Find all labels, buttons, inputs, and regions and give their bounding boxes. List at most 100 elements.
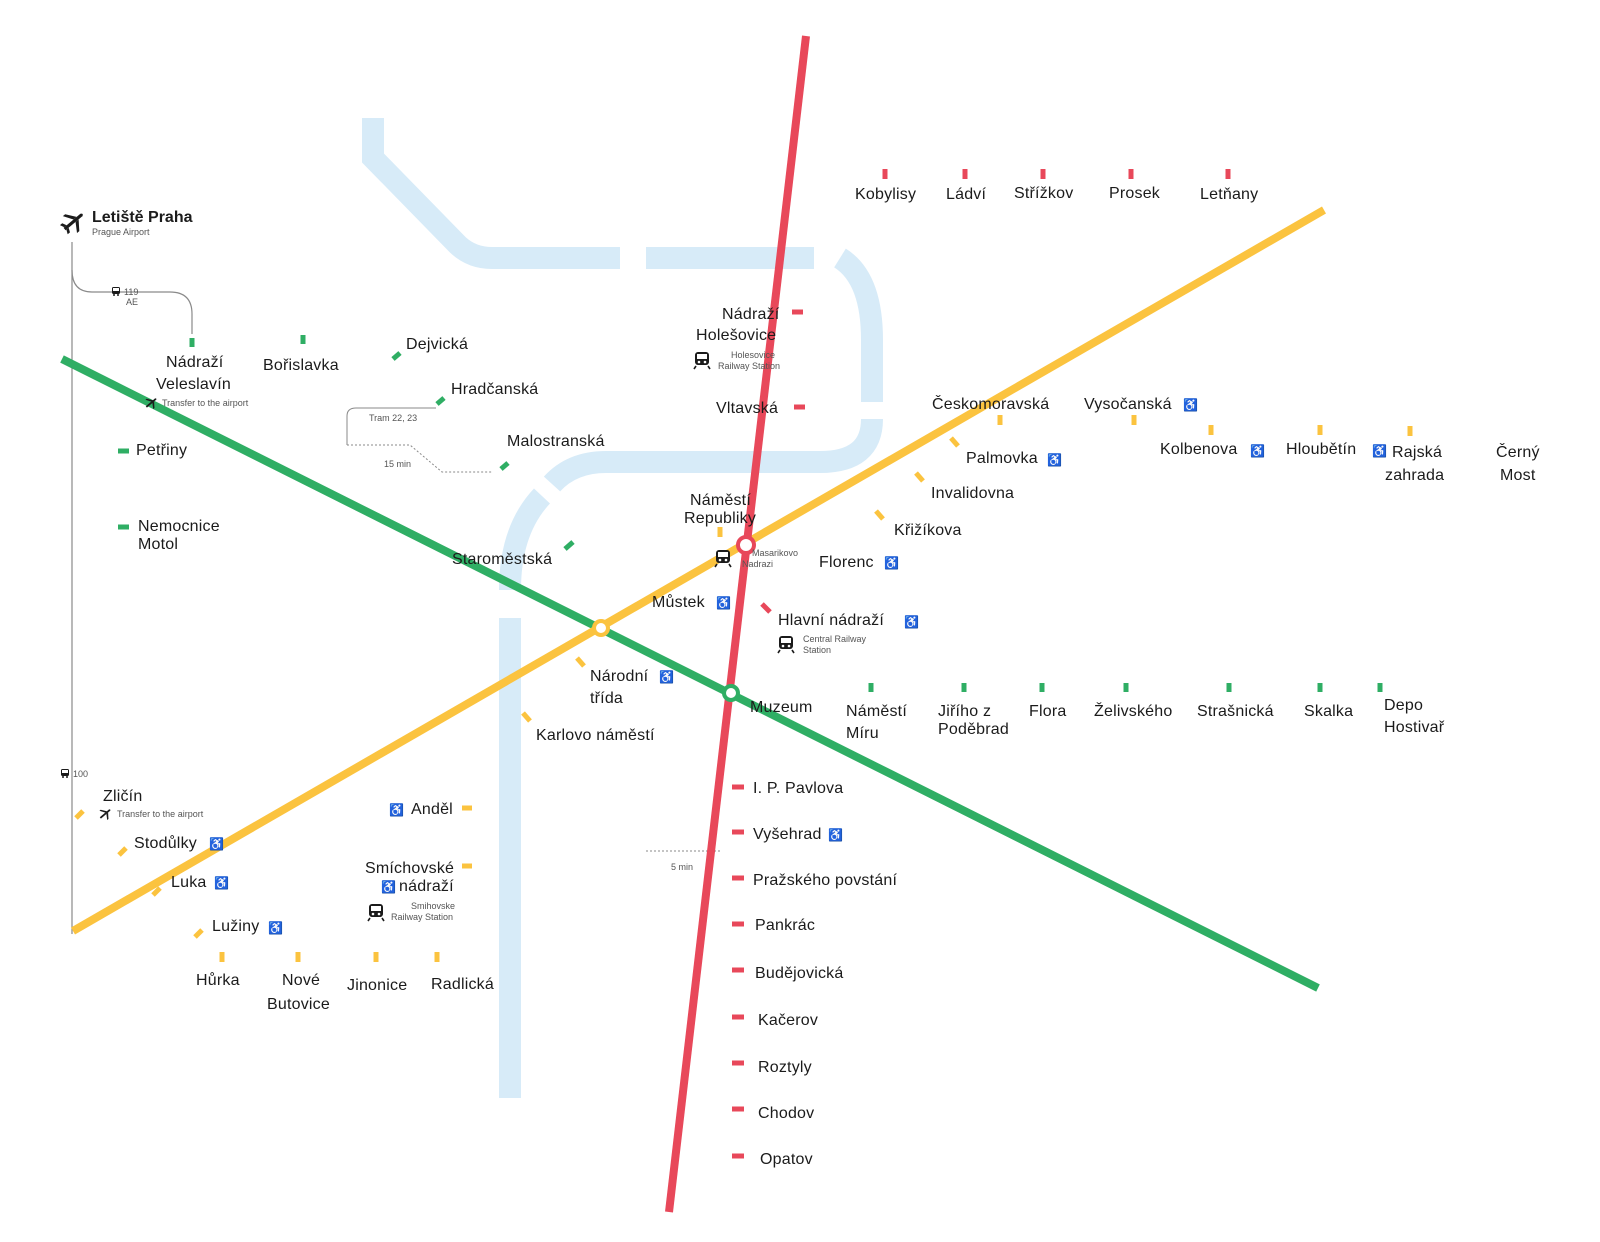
station-krizikova[interactable]: Křižíkova xyxy=(894,522,962,539)
walk-15-min-label: 15 min xyxy=(384,459,411,469)
station-borislavka[interactable]: Bořislavka xyxy=(263,357,339,374)
station-pankrac[interactable]: Pankrác xyxy=(755,917,815,934)
station-ladvi[interactable]: Ládví xyxy=(946,186,986,203)
station-depo-hostivar[interactable]: Depo Hostivař xyxy=(1384,697,1445,736)
station-tick-malostranska[interactable] xyxy=(499,461,510,471)
transfer-mustek[interactable] xyxy=(592,619,610,637)
station-tick-invalidovna[interactable] xyxy=(914,471,925,483)
station-prazskeho-povstani[interactable]: Pražského povstání xyxy=(753,872,897,889)
access-luziny: ♿ xyxy=(268,921,283,935)
station-cerny-most[interactable]: Černý Most xyxy=(1496,442,1544,484)
station-prosek[interactable]: Prosek xyxy=(1109,185,1161,202)
station-muzeum[interactable]: Muzeum xyxy=(750,699,813,716)
station-tick-stodulky[interactable] xyxy=(117,846,128,857)
station-kolbenova[interactable]: Kolbenova xyxy=(1160,441,1237,458)
access-vysehrad: ♿ xyxy=(828,828,843,842)
station-kacerov[interactable]: Kačerov xyxy=(758,1012,818,1029)
station-nemocnice-motol-line2: Motol xyxy=(138,536,178,553)
station-malostranska[interactable]: Malostranská xyxy=(507,433,605,450)
station-rajska-line2: zahrada xyxy=(1385,467,1444,484)
station-chodov[interactable]: Chodov xyxy=(758,1105,814,1122)
access-hloubetin: ♿ xyxy=(1372,444,1387,458)
station-smichovske-nadrazi[interactable]: Smíchovské nádraží xyxy=(365,860,459,895)
station-namesti-miru[interactable]: Náměstí Míru xyxy=(846,703,912,742)
rail-smichov-line1: Smihovske xyxy=(411,901,455,911)
station-zlicin[interactable]: Zličín xyxy=(103,788,142,805)
station-tick-karlovo[interactable] xyxy=(521,711,532,723)
station-narodni-trida[interactable]: Národní třída xyxy=(590,668,653,707)
station-skalka[interactable]: Skalka xyxy=(1304,703,1353,720)
station-tick-palmovka[interactable] xyxy=(949,436,960,448)
river-west-bend xyxy=(499,488,551,591)
station-tick-narodni[interactable] xyxy=(575,656,586,668)
station-vysocanska[interactable]: Vysočanská xyxy=(1084,396,1172,413)
station-petriny[interactable]: Petřiny xyxy=(136,442,187,459)
station-andel[interactable]: Anděl xyxy=(411,801,453,818)
station-tick-zlicin[interactable] xyxy=(74,809,85,820)
station-flora[interactable]: Flora xyxy=(1029,703,1066,720)
transfer-muzeum[interactable] xyxy=(722,684,740,702)
station-florenc[interactable]: Florenc xyxy=(819,554,874,571)
tram-walk-bracket xyxy=(346,407,436,445)
station-jiriho-z-podebrad[interactable]: Jiřího z Poděbrad xyxy=(938,703,1009,738)
access-narodni: ♿ xyxy=(659,670,674,684)
airport-name-en: Prague Airport xyxy=(92,227,150,237)
station-tick-staromestska[interactable] xyxy=(563,540,575,551)
station-jinonice[interactable]: Jinonice xyxy=(347,977,407,994)
station-republiky-line2: Republiky xyxy=(684,510,756,527)
transfer-note-zlicin: Transfer to the airport xyxy=(117,809,204,819)
station-nemocnice-motol[interactable]: Nemocnice Motol xyxy=(138,518,225,553)
station-tick-luka[interactable] xyxy=(151,886,162,897)
station-nadrazi-veleslavin-line2: Veleslavín xyxy=(156,376,231,393)
station-mustek[interactable]: Můstek xyxy=(652,593,706,611)
station-zelivskeho[interactable]: Želivského xyxy=(1094,701,1172,720)
station-karlovo-namesti[interactable]: Karlovo náměstí xyxy=(536,727,655,744)
station-nadrazi-veleslavin[interactable]: Nádraží Veleslavín xyxy=(156,354,231,393)
bus-100-label: 100 xyxy=(61,769,88,779)
station-letnany[interactable]: Letňany xyxy=(1200,186,1258,203)
station-hlavni-nadrazi[interactable]: Hlavní nádraží xyxy=(778,612,884,629)
station-tick-hlavni-nadrazi[interactable] xyxy=(760,602,772,614)
station-radlicka[interactable]: Radlická xyxy=(431,976,494,993)
station-tick-luziny[interactable] xyxy=(193,928,204,939)
station-invalidovna[interactable]: Invalidovna xyxy=(931,485,1014,502)
station-hurka[interactable]: Hůrka xyxy=(196,971,240,989)
train-icon xyxy=(714,550,732,568)
station-roztyly[interactable]: Roztyly xyxy=(758,1059,812,1076)
station-kobylisy[interactable]: Kobylisy xyxy=(855,186,916,203)
station-ticks xyxy=(74,169,1413,1159)
station-tick-hradcanska[interactable] xyxy=(435,396,446,406)
station-namesti-republiky[interactable]: Náměstí Republiky xyxy=(684,492,756,527)
airport-name: Letiště Praha xyxy=(92,209,193,226)
station-strasnicka[interactable]: Strašnická xyxy=(1197,703,1274,720)
station-dejvicka[interactable]: Dejvická xyxy=(406,336,468,353)
station-hloubetin[interactable]: Hloubětín xyxy=(1286,441,1356,458)
station-tick-krizikova[interactable] xyxy=(874,509,885,521)
station-republiky-line1: Náměstí xyxy=(690,492,751,509)
access-kolbenova: ♿ xyxy=(1250,444,1265,458)
bus-119-route xyxy=(71,269,193,334)
station-stodulky[interactable]: Stodůlky xyxy=(134,834,197,852)
station-nove-butovice[interactable]: Nové Butovice xyxy=(267,972,330,1013)
station-ip-pavlova[interactable]: I. P. Pavlova xyxy=(753,780,843,797)
station-luziny[interactable]: Lužiny xyxy=(212,918,259,935)
rail-central: Central Railway Station xyxy=(803,634,869,655)
station-budejovicka[interactable]: Budějovická xyxy=(755,965,843,982)
station-palmovka[interactable]: Palmovka xyxy=(966,450,1038,467)
station-vysehrad[interactable]: Vyšehrad xyxy=(753,826,822,843)
station-nove-butovice-line1: Nové xyxy=(282,972,320,989)
station-strizkov[interactable]: Střížkov xyxy=(1014,185,1073,202)
station-tick-dejvicka[interactable] xyxy=(391,351,402,361)
transfer-florenc[interactable] xyxy=(736,535,756,555)
station-vltavska[interactable]: Vltavská xyxy=(716,400,778,417)
station-nadrazi-holesovice[interactable]: Nádraží Holešovice xyxy=(696,306,784,344)
station-staromestska[interactable]: Staroměstská xyxy=(452,551,552,568)
station-hradcanska[interactable]: Hradčanská xyxy=(451,381,538,398)
station-rajska-zahrada[interactable]: Rajská zahrada xyxy=(1385,444,1447,484)
station-ceskomoravska[interactable]: Českomoravská xyxy=(932,394,1049,413)
station-namesti-miru-line1: Náměstí xyxy=(846,703,907,720)
station-luka[interactable]: Luka xyxy=(171,874,207,891)
train-icon xyxy=(693,352,711,370)
station-opatov[interactable]: Opatov xyxy=(760,1151,813,1168)
